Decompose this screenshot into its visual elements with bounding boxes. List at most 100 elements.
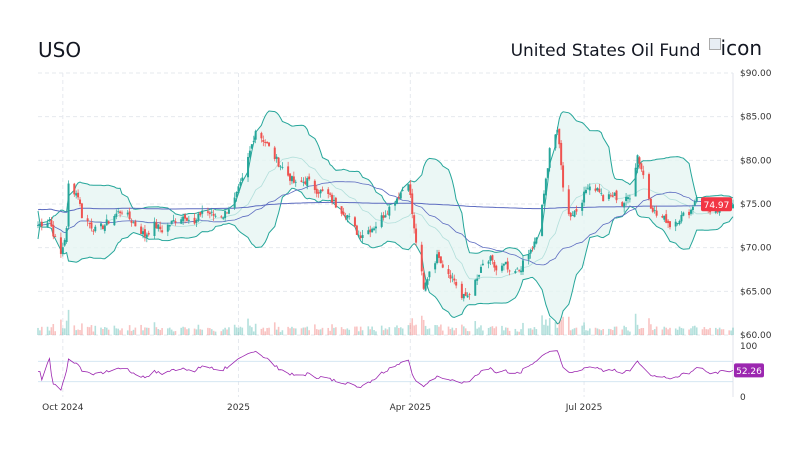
- candle-body: [602, 195, 605, 202]
- candle-body: [315, 188, 318, 194]
- volume-bar: [132, 329, 135, 335]
- volume-bar: [401, 328, 404, 335]
- volume-bar: [77, 329, 79, 335]
- candle-body: [113, 215, 116, 226]
- candle-body: [594, 188, 597, 191]
- candle-body: [613, 192, 616, 196]
- volume-bar: [228, 327, 230, 335]
- volume-bar: [703, 327, 706, 335]
- volume-bar: [88, 327, 91, 335]
- candle-body: [449, 274, 452, 279]
- candle-body: [413, 215, 416, 229]
- candle-body: [75, 193, 78, 196]
- volume-bar: [199, 329, 202, 335]
- candle-body: [638, 157, 641, 164]
- fund-logo: icon: [708, 36, 762, 60]
- candle-body: [262, 139, 265, 142]
- volume-bar: [600, 330, 603, 335]
- candle-body: [359, 235, 362, 238]
- candle-body: [487, 261, 490, 264]
- candle-body: [640, 163, 643, 170]
- volume-bar: [67, 309, 70, 335]
- volume-bar: [413, 325, 415, 335]
- volume-bar: [588, 328, 591, 335]
- candle-body: [268, 142, 271, 146]
- volume-bar: [197, 324, 200, 335]
- volume-bar: [554, 321, 557, 335]
- x-tick-label: Jul 2025: [565, 403, 603, 413]
- candle-body: [121, 212, 124, 214]
- volume-bar: [94, 325, 97, 335]
- volume-bar: [468, 331, 471, 335]
- candle-body: [409, 184, 412, 195]
- volume-bar: [594, 327, 597, 335]
- volume-bar: [722, 329, 725, 335]
- rsi-tick-label: 100: [740, 342, 757, 352]
- volume-bar: [361, 330, 364, 335]
- volume-bar: [667, 329, 669, 335]
- candle-body: [453, 278, 456, 281]
- volume-bar: [147, 327, 150, 335]
- candle-body: [651, 207, 654, 212]
- volume-bar: [251, 327, 253, 335]
- candle-body: [100, 223, 103, 227]
- volume-bar: [86, 326, 89, 335]
- candle-body: [147, 232, 150, 235]
- volume-bar: [625, 327, 627, 335]
- volume-bar: [306, 326, 309, 335]
- candle-body: [628, 198, 631, 200]
- volume-bar: [587, 330, 589, 335]
- volume-bar: [514, 328, 517, 335]
- volume-bar: [90, 325, 93, 335]
- volume-bar: [558, 322, 561, 335]
- last-price-label: 74.97: [704, 201, 730, 211]
- bollinger-lower: [37, 187, 734, 325]
- candle-body: [531, 247, 534, 249]
- volume-bar: [556, 327, 559, 335]
- volume-bar: [529, 328, 532, 335]
- candle-body: [428, 271, 431, 278]
- candle-body: [665, 214, 668, 223]
- sma-200-line: [37, 201, 734, 213]
- volume-bar: [447, 326, 450, 335]
- candle-body: [642, 170, 645, 176]
- candle-body: [101, 225, 104, 229]
- volume-bar: [501, 325, 503, 335]
- volume-bar: [415, 324, 417, 335]
- candle-body: [346, 215, 349, 219]
- candle-body: [260, 132, 263, 139]
- volume-bar: [682, 328, 685, 335]
- candle-body: [571, 215, 574, 216]
- volume-bar: [571, 329, 574, 335]
- volume-bar: [92, 331, 95, 335]
- candle-body: [172, 220, 175, 222]
- volume-bar: [335, 327, 337, 335]
- candle-body: [495, 265, 498, 271]
- candle-body: [224, 210, 227, 219]
- last-price-tag: [701, 197, 732, 212]
- volume-bar: [407, 325, 410, 335]
- candle-body: [420, 244, 423, 272]
- volume-bar: [720, 329, 723, 335]
- volume-bar: [159, 329, 161, 335]
- volume-bar: [188, 328, 190, 335]
- candle-body: [197, 213, 200, 221]
- candle-body: [340, 206, 343, 214]
- volume-bar: [359, 326, 362, 335]
- candle-body: [369, 229, 372, 233]
- volume-bar: [453, 330, 456, 335]
- candle-body: [233, 197, 236, 208]
- candle-body: [626, 197, 629, 200]
- volume-bar: [560, 319, 562, 335]
- candle-body: [153, 221, 156, 236]
- volume-bar: [705, 329, 708, 335]
- volume-bar: [161, 328, 163, 335]
- candle-body: [166, 224, 169, 232]
- candle-body: [504, 261, 507, 265]
- volume-bar: [394, 327, 396, 335]
- candle-body: [581, 202, 584, 211]
- candle-body: [611, 195, 614, 197]
- volume-bar: [573, 328, 576, 335]
- candle-body: [380, 215, 383, 227]
